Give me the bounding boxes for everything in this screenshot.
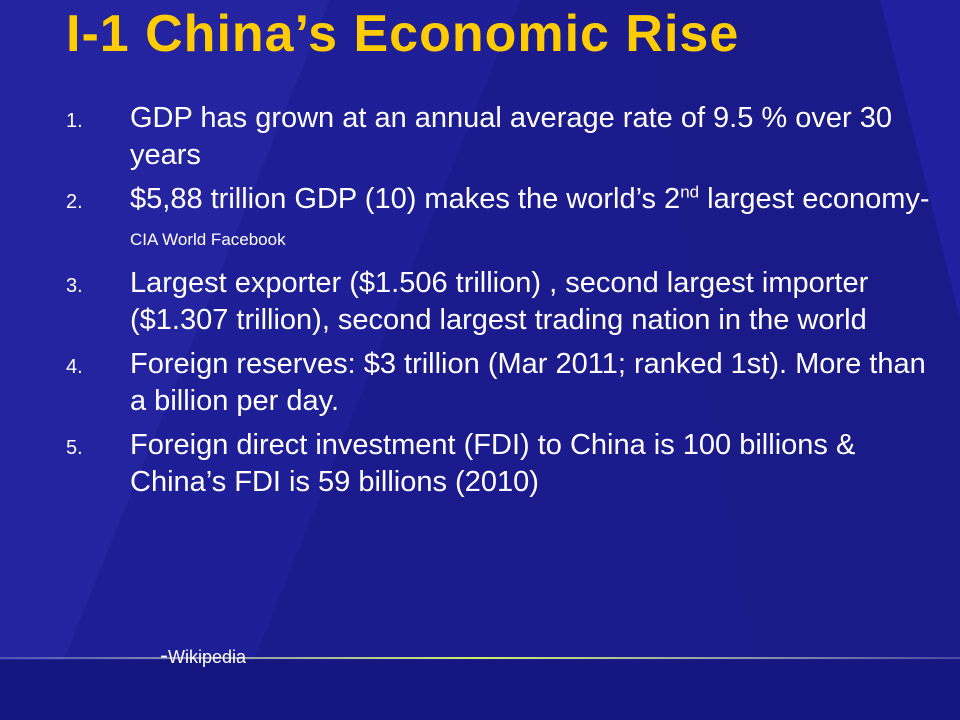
- superscript-nd: nd: [680, 182, 700, 202]
- item-number: 2.: [66, 191, 83, 213]
- list-item-2: 2. $5,88 trillion GDP (10) makes the wor…: [60, 181, 930, 258]
- item-text: GDP has grown at an annual average rate …: [130, 102, 893, 171]
- bg-shape-left: [0, 0, 330, 720]
- bullet-list: 1. GDP has grown at an annual average ra…: [60, 100, 930, 501]
- item-text: Foreign direct investment (FDI) to China…: [130, 429, 856, 498]
- item-number: 4.: [66, 356, 83, 378]
- item-number: 3.: [66, 275, 83, 297]
- bg-shape-right: [640, 0, 960, 720]
- item-text-continued: largest economy-: [699, 183, 930, 215]
- item-number: 5.: [66, 437, 83, 459]
- item-text: Largest exporter ($1.506 trillion) , sec…: [130, 267, 869, 336]
- slide-title: I-1 China’s Economic Rise: [66, 5, 740, 63]
- item-number: 1.: [66, 110, 83, 132]
- list-item-4: 4. Foreign reserves: $3 trillion (Mar 20…: [60, 346, 930, 420]
- source-cia: CIA World Facebook: [130, 230, 286, 249]
- bg-shape-edge: [880, 0, 960, 320]
- list-item-3: 3. Largest exporter ($1.506 trillion) , …: [60, 265, 930, 339]
- bg-shape-center: [40, 0, 520, 720]
- item-text: $5,88 trillion GDP (10) makes the world’…: [130, 183, 681, 215]
- footer-rule: [0, 657, 960, 659]
- list-item-5: 5. Foreign direct investment (FDI) to Ch…: [60, 427, 930, 501]
- bottom-band: [0, 660, 960, 720]
- list-item-1: 1. GDP has grown at an annual average ra…: [60, 100, 930, 174]
- item-text: Foreign reserves: $3 trillion (Mar 2011;…: [130, 348, 926, 417]
- attribution-dash: -: [160, 642, 168, 669]
- attribution: -Wikipedia: [160, 642, 246, 670]
- attribution-source: Wikipedia: [168, 647, 247, 667]
